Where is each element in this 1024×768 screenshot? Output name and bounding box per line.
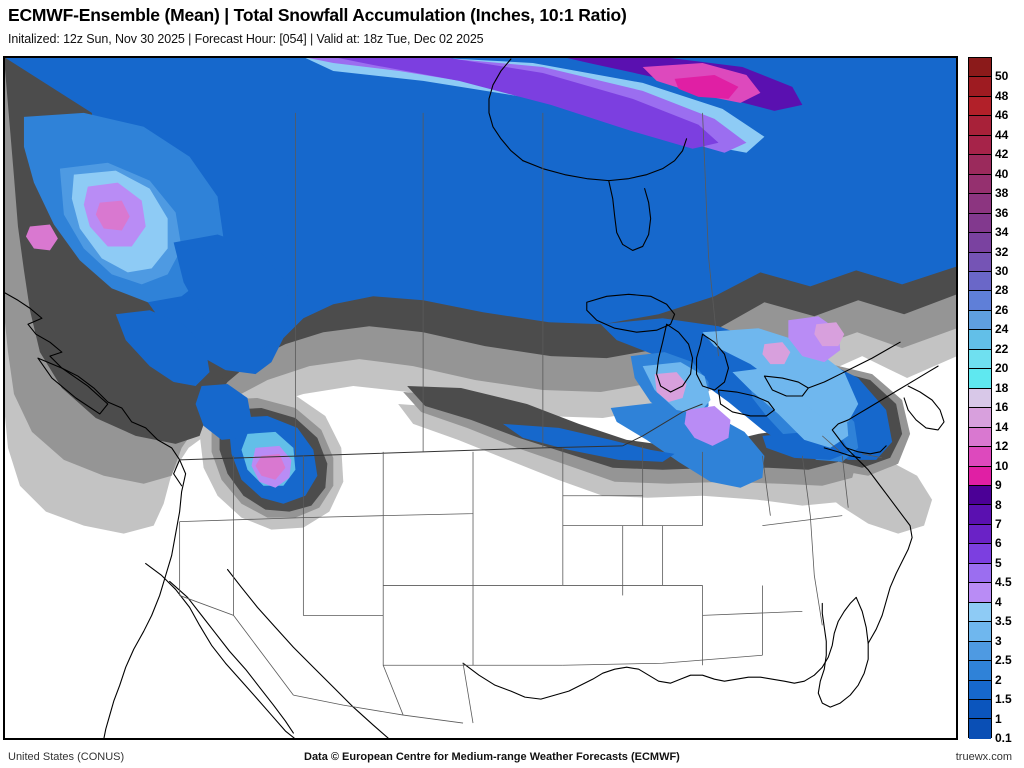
colorbar-swatch <box>969 505 991 525</box>
snow-blue-utah <box>195 384 252 440</box>
colorbar-tick-label: 7 <box>995 516 1002 531</box>
colorbar-swatch <box>969 155 991 175</box>
colorbar-tick-label: 4 <box>995 594 1002 609</box>
colorbar-swatch <box>969 544 991 564</box>
colorbar-swatch <box>969 699 991 720</box>
snow-magenta-rockies-max <box>255 453 286 480</box>
colorbar-swatch <box>969 719 991 739</box>
snow-blue-cascades <box>115 310 210 387</box>
colorbar-swatch <box>969 96 991 117</box>
colorbar[interactable] <box>968 57 992 739</box>
colorbar-tick-label: 18 <box>995 380 1009 395</box>
colorbar-swatch <box>969 310 991 331</box>
footer: United States (CONUS) Data © European Ce… <box>0 748 1024 768</box>
colorbar-tick-label: 1.5 <box>995 692 1012 707</box>
colorbar-tick-label: 30 <box>995 264 1009 279</box>
colorbar-swatch <box>969 271 991 292</box>
forecast-metadata: Initalized: 12z Sun, Nov 30 2025 | Forec… <box>8 32 484 46</box>
colorbar-swatch <box>969 447 991 467</box>
colorbar-swatch <box>969 194 991 214</box>
colorbar-tick-label: 48 <box>995 88 1009 103</box>
colorbar-swatch <box>969 58 991 78</box>
colorbar-tick-label: 8 <box>995 497 1002 512</box>
colorbar-swatch <box>969 427 991 448</box>
snow-blue-ohio-core <box>502 423 675 462</box>
colorbar-tick-label: 50 <box>995 69 1009 84</box>
colorbar-tick-label: 4.5 <box>995 575 1012 590</box>
snow-pink-canada-max <box>674 74 739 99</box>
colorbar-swatch <box>969 485 991 506</box>
colorbar-swatch <box>969 77 991 97</box>
snow-violet-canada-core <box>333 57 719 149</box>
colorbar-swatch <box>969 641 991 662</box>
colorbar-tick-label: 14 <box>995 419 1009 434</box>
colorbar-tick-label: 28 <box>995 283 1009 298</box>
snow-magenta-bc-max <box>95 200 130 231</box>
footer-attribution: Data © European Centre for Medium-range … <box>304 751 680 763</box>
snow-purple-michigan <box>654 372 687 402</box>
colorbar-swatch <box>969 661 991 681</box>
colorbar-tick-label: 26 <box>995 302 1009 317</box>
colorbar-tick-label: 12 <box>995 439 1009 454</box>
colorbar-tick-label: 40 <box>995 166 1009 181</box>
colorbar-swatch <box>969 524 991 545</box>
colorbar-tick-label: 46 <box>995 108 1009 123</box>
colorbar-tick-label: 5 <box>995 555 1002 570</box>
colorbar-tick-label: 1 <box>995 711 1002 726</box>
snowfall-map[interactable] <box>4 57 957 739</box>
coastline-layer <box>4 58 945 739</box>
colorbar-swatch <box>969 408 991 428</box>
colorbar-tick-label: 42 <box>995 147 1009 162</box>
map-panel[interactable]: trueweather° One Platform. One Solution. <box>3 56 958 740</box>
colorbar-tick-label: 3 <box>995 633 1002 648</box>
colorbar-tick-label: 3.5 <box>995 614 1012 629</box>
colorbar-swatch <box>969 252 991 272</box>
snow-purple-newyork <box>762 342 791 365</box>
border-layer <box>179 112 883 724</box>
footer-site: truewx.com <box>955 751 1012 763</box>
colorbar-swatch <box>969 622 991 642</box>
colorbar-tick-label: 2 <box>995 672 1002 687</box>
colorbar-tick-label: 2.5 <box>995 653 1012 668</box>
colorbar-swatch <box>969 369 991 389</box>
colorbar-swatch <box>969 233 991 253</box>
colorbar-tick-label: 0.1 <box>995 731 1012 745</box>
colorbar-swatch <box>969 213 991 234</box>
colorbar-tick-label: 9 <box>995 478 1002 493</box>
colorbar-tick-label: 36 <box>995 205 1009 220</box>
colorbar-tick-label: 34 <box>995 225 1009 240</box>
header: ECMWF-Ensemble (Mean) | Total Snowfall A… <box>0 0 1024 52</box>
colorbar-swatch <box>969 680 991 700</box>
colorbar-tick-label: 6 <box>995 536 1002 551</box>
colorbar-swatch <box>969 135 991 156</box>
snow-lightblue-stlaw <box>702 328 859 422</box>
colorbar-swatch <box>969 174 991 195</box>
colorbar-swatch <box>969 291 991 311</box>
colorbar-tick-label: 24 <box>995 322 1009 337</box>
snow-blue-nwrockies <box>173 234 292 353</box>
footer-domain: United States (CONUS) <box>8 751 125 763</box>
colorbar-tick-label: 10 <box>995 458 1009 473</box>
colorbar-tick-label: 22 <box>995 341 1009 356</box>
colorbar-swatch <box>969 349 991 370</box>
colorbar-tick-label: 20 <box>995 361 1009 376</box>
colorbar-swatch <box>969 563 991 584</box>
colorbar-swatch <box>969 602 991 623</box>
snow-purple-ontario <box>684 405 731 446</box>
page-title: ECMWF-Ensemble (Mean) | Total Snowfall A… <box>8 5 627 25</box>
colorbar-labels: 50 48 46 44 42 40 38 36 34 32 30 28 26 24 22 20 18 16 14 12… <box>995 57 1024 744</box>
colorbar-swatch <box>969 583 991 603</box>
snow-purple-vermont <box>814 322 845 347</box>
colorbar-swatch <box>969 116 991 136</box>
colorbar-swatch <box>969 466 991 486</box>
colorbar-tick-label: 44 <box>995 127 1009 142</box>
colorbar-swatch <box>969 388 991 409</box>
colorbar-tick-label: 38 <box>995 186 1009 201</box>
colorbar-swatch <box>969 330 991 350</box>
colorbar-tick-label: 16 <box>995 400 1009 415</box>
colorbar-tick-label: 32 <box>995 244 1009 259</box>
snow-magenta-coast-bc <box>25 224 58 251</box>
